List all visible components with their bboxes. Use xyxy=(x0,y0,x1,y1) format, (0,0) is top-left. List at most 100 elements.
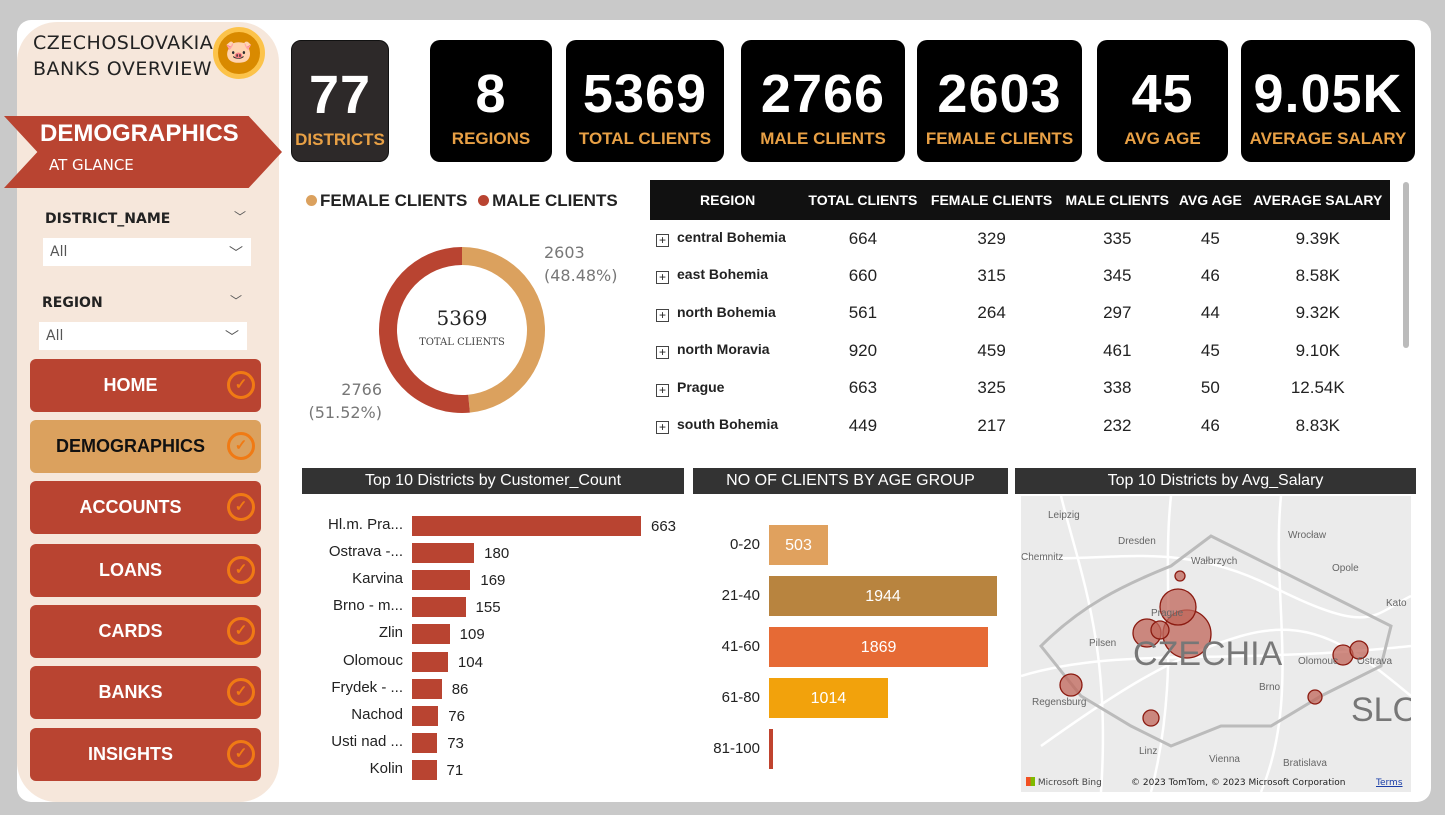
banner-title: DEMOGRAPHICS xyxy=(40,120,239,147)
bar[interactable] xyxy=(412,597,466,618)
nav-insights-button[interactable]: INSIGHTS ✓ xyxy=(30,728,261,781)
expand-plus-icon[interactable]: + xyxy=(656,234,669,247)
column-header[interactable]: TOTAL CLIENTS xyxy=(802,180,924,220)
chevron-down-icon[interactable]: ﹀ xyxy=(234,210,247,224)
cell-value: 345 xyxy=(1103,266,1132,286)
legend-male: MALE CLIENTS xyxy=(492,191,618,210)
cell-value: 459 xyxy=(977,340,1006,360)
bar[interactable]: 503 xyxy=(769,525,828,565)
bar[interactable] xyxy=(412,651,448,672)
cell-value: 461 xyxy=(1103,340,1132,360)
kpi-label: AVERAGE SALARY xyxy=(1249,129,1407,148)
bar[interactable]: 1014 xyxy=(769,678,888,718)
column-header[interactable]: REGION xyxy=(650,180,802,220)
column-header[interactable]: AVERAGE SALARY xyxy=(1245,180,1390,220)
column-header[interactable]: AVG AGE xyxy=(1175,180,1246,220)
category-label: Ostrava -... xyxy=(328,543,403,561)
table-cell: 461 xyxy=(1059,332,1175,369)
cell-value: 45 xyxy=(1200,340,1220,360)
district-bubble[interactable] xyxy=(1150,620,1170,640)
nav-demographics-button[interactable]: DEMOGRAPHICS ✓ xyxy=(30,420,261,473)
check-circle-icon: ✓ xyxy=(227,740,255,768)
category-label: Brno - m... xyxy=(332,597,403,615)
legend-dot-female xyxy=(306,195,317,206)
bar[interactable] xyxy=(412,732,438,753)
kpi-label: REGIONS xyxy=(451,129,531,148)
district-bubble[interactable] xyxy=(1174,570,1186,582)
kpi-value: 9.05K xyxy=(1253,64,1403,124)
category-label: 21-40 xyxy=(721,587,760,604)
bing-logo: Microsoft Bing xyxy=(1026,777,1102,788)
table-cell: 217 xyxy=(924,407,1060,444)
cell-value: 44 xyxy=(1200,303,1220,323)
bar[interactable] xyxy=(412,624,450,645)
category-label: Frydek - ... xyxy=(331,678,403,696)
bar[interactable] xyxy=(769,729,773,769)
district-bubble[interactable] xyxy=(1142,709,1160,727)
bar[interactable] xyxy=(412,759,437,780)
table-cell: 663 xyxy=(802,370,924,407)
cell-value: 264 xyxy=(977,303,1006,323)
category-label: Karvina xyxy=(352,570,403,588)
map-visual[interactable]: Leipzig Dresden Chemnitz Wrocław Wałbrzych Op… xyxy=(1021,496,1411,792)
district-bubble[interactable] xyxy=(1059,673,1083,697)
map-place-label: Vienna xyxy=(1209,754,1240,765)
expand-plus-icon[interactable]: + xyxy=(656,346,669,360)
nav-banks-button[interactable]: BANKS ✓ xyxy=(30,666,261,719)
table-scrollbar[interactable] xyxy=(1403,182,1409,348)
map-place-label: Opole xyxy=(1332,563,1359,574)
bar[interactable] xyxy=(412,570,471,591)
kpi-value: 45 xyxy=(1131,64,1194,124)
kpi-value: 5369 xyxy=(582,64,708,124)
nav-cards-button[interactable]: CARDS ✓ xyxy=(30,605,261,658)
bar[interactable] xyxy=(412,678,442,699)
district-filter-dropdown[interactable]: All ﹀ xyxy=(43,238,251,266)
district-bubble[interactable] xyxy=(1159,588,1197,626)
bar[interactable] xyxy=(412,705,439,726)
nav-home-button[interactable]: HOME ✓ xyxy=(30,359,261,412)
check-circle-icon: ✓ xyxy=(227,371,255,399)
district-chart-title: Top 10 Districts by Customer_Count xyxy=(302,468,684,494)
legend-female: FEMALE CLIENTS xyxy=(320,191,468,210)
chevron-down-icon[interactable]: ﹀ xyxy=(230,294,243,308)
category-label: 41-60 xyxy=(721,638,760,655)
bar[interactable] xyxy=(412,516,641,536)
bar[interactable]: 1944 xyxy=(769,576,997,616)
table-cell: 335 xyxy=(1059,220,1175,257)
age-chart-title: NO OF CLIENTS BY AGE GROUP xyxy=(693,468,1008,494)
cell-value: 664 xyxy=(848,228,878,248)
kpi-label: AVG AGE xyxy=(1124,129,1201,148)
expand-plus-icon[interactable]: + xyxy=(656,308,669,322)
bar[interactable] xyxy=(412,543,475,564)
expand-plus-icon[interactable]: + xyxy=(656,383,669,397)
nav-label: CARDS xyxy=(98,621,163,641)
nav-accounts-button[interactable]: ACCOUNTS ✓ xyxy=(30,481,261,534)
district-bubble[interactable] xyxy=(1349,640,1369,660)
column-header[interactable]: MALE CLIENTS xyxy=(1059,180,1176,220)
table-cell: 12.54K xyxy=(1246,370,1390,407)
report-title: CZECHOSLOVAKIA BANKS OVERVIEW xyxy=(33,30,213,82)
region-filter-dropdown[interactable]: All ﹀ xyxy=(39,322,247,350)
expand-plus-icon[interactable]: + xyxy=(656,420,669,434)
district-filter-value: All xyxy=(50,244,68,260)
data-label: 71 xyxy=(446,761,464,779)
donut-slice-male[interactable] xyxy=(379,247,470,413)
data-label: 1014 xyxy=(810,690,847,707)
district-bubble[interactable] xyxy=(1307,689,1323,705)
expand-plus-icon[interactable]: + xyxy=(656,271,669,285)
map-place-label: Pilsen xyxy=(1089,638,1117,649)
donut-slice-female[interactable] xyxy=(462,247,545,413)
category-label: Zlin xyxy=(378,624,403,642)
nav-loans-button[interactable]: LOANS ✓ xyxy=(30,544,261,597)
cell-value: Prague xyxy=(677,378,725,395)
page-banner: DEMOGRAPHICS AT GLANCE xyxy=(4,116,282,188)
map-provider: Microsoft Bing xyxy=(1037,778,1102,788)
kpi-card-total-clients: 5369 TOTAL CLIENTS xyxy=(566,40,724,162)
chevron-down-icon: ﹀ xyxy=(229,246,243,262)
column-header[interactable]: FEMALE CLIENTS xyxy=(923,180,1060,220)
table-row: + north Moravia 920 459 461 45 9.10K xyxy=(650,332,1390,369)
bar[interactable]: 1869 xyxy=(769,627,989,667)
kpi-card-average-salary: 9.05K AVERAGE SALARY xyxy=(1241,40,1415,162)
map-terms-link[interactable]: Terms xyxy=(1376,778,1403,788)
kpi-card-districts: 77 DISTRICTS xyxy=(291,40,389,162)
